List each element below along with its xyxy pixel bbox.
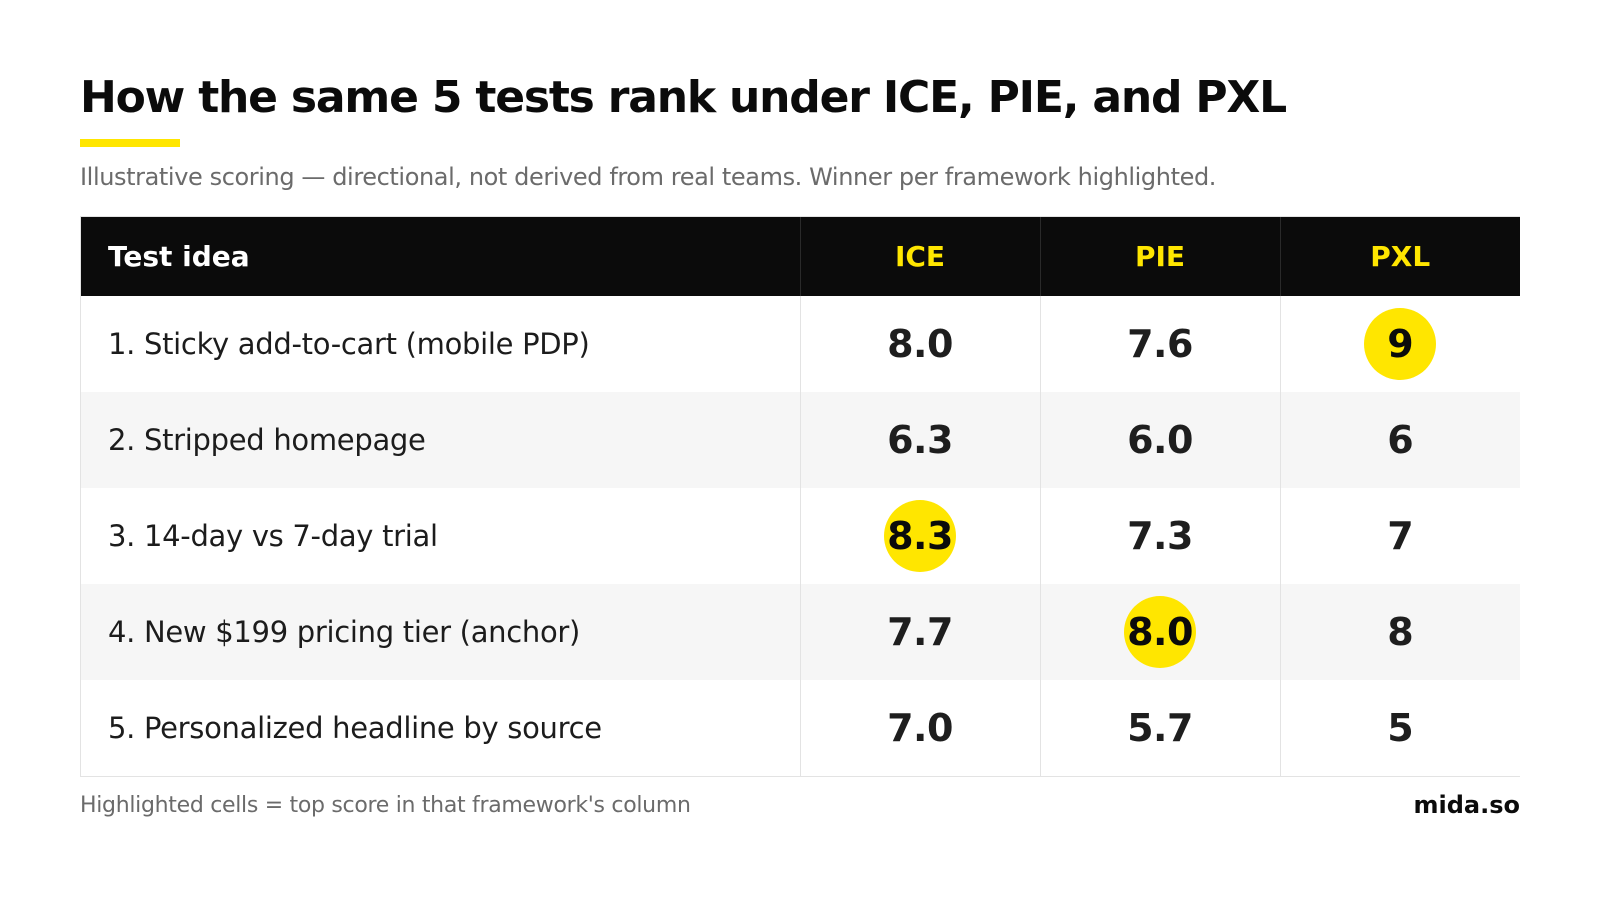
ice-score-cell: 6.3 bbox=[799, 392, 1040, 488]
test-idea-cell: 2. Stripped homepage bbox=[108, 423, 426, 457]
score-table-container: Test idea ICE PIE PXL 1. Sticky add-to-c… bbox=[80, 216, 1520, 777]
table-row: 1. Sticky add-to-cart (mobile PDP) 8.0 7.6… bbox=[81, 296, 1520, 392]
test-idea-cell: 5. Personalized headline by source bbox=[108, 711, 602, 745]
score-value: 6.0 bbox=[1127, 418, 1193, 462]
score-value: 5 bbox=[1387, 706, 1414, 750]
table-body: 1. Sticky add-to-cart (mobile PDP) 8.0 7.6… bbox=[81, 296, 1520, 776]
score-value: 5.7 bbox=[1127, 706, 1193, 750]
pxl-score-cell: 9 bbox=[1279, 296, 1520, 392]
score-value: 7.0 bbox=[887, 706, 953, 750]
footnote: Highlighted cells = top score in that fr… bbox=[80, 793, 691, 818]
column-header-pie: PIE bbox=[1039, 217, 1280, 296]
table-row: 2. Stripped homepage 6.3 6.0 6 bbox=[81, 392, 1520, 488]
table-row: 5. Personalized headline by source 7.0 5.7… bbox=[81, 680, 1520, 776]
ice-score-cell: 7.7 bbox=[799, 584, 1040, 680]
pie-score-cell: 6.0 bbox=[1039, 392, 1280, 488]
table-header-row: Test idea ICE PIE PXL bbox=[81, 217, 1520, 296]
test-idea-cell: 1. Sticky add-to-cart (mobile PDP) bbox=[108, 327, 590, 361]
top-score-highlight: 8.3 bbox=[884, 500, 956, 572]
column-header-ice: ICE bbox=[799, 217, 1040, 296]
score-table: Test idea ICE PIE PXL 1. Sticky add-to-c… bbox=[81, 217, 1520, 776]
title-accent-bar bbox=[80, 139, 180, 147]
score-value: 7.3 bbox=[1127, 514, 1193, 558]
pxl-score-cell: 6 bbox=[1279, 392, 1520, 488]
pie-score-cell: 8.0 bbox=[1039, 584, 1280, 680]
chart-subtitle: Illustrative scoring — directional, not … bbox=[80, 163, 1217, 191]
ice-score-cell: 8.3 bbox=[799, 488, 1040, 584]
top-score-highlight: 8.0 bbox=[1124, 596, 1196, 668]
test-idea-cell: 4. New $199 pricing tier (anchor) bbox=[108, 615, 581, 649]
pie-score-cell: 7.3 bbox=[1039, 488, 1280, 584]
score-value: 7.7 bbox=[887, 610, 953, 654]
pie-score-cell: 7.6 bbox=[1039, 296, 1280, 392]
brand-label: mida.so bbox=[1413, 791, 1521, 819]
score-value: 6 bbox=[1387, 418, 1414, 462]
chart-title: How the same 5 tests rank under ICE, PIE… bbox=[80, 72, 1287, 123]
ice-score-cell: 7.0 bbox=[799, 680, 1040, 776]
column-header-test-idea: Test idea bbox=[108, 240, 250, 273]
score-value: 7.6 bbox=[1127, 322, 1193, 366]
score-value: 8 bbox=[1387, 610, 1414, 654]
score-value: 7 bbox=[1387, 514, 1414, 558]
score-value: 8.0 bbox=[887, 322, 953, 366]
test-idea-cell: 3. 14-day vs 7-day trial bbox=[108, 519, 438, 553]
pxl-score-cell: 5 bbox=[1279, 680, 1520, 776]
pie-score-cell: 5.7 bbox=[1039, 680, 1280, 776]
top-score-highlight: 9 bbox=[1364, 308, 1437, 380]
table-row: 4. New $199 pricing tier (anchor) 7.7 8.0 8 bbox=[81, 584, 1520, 680]
ice-score-cell: 8.0 bbox=[799, 296, 1040, 392]
pxl-score-cell: 8 bbox=[1279, 584, 1520, 680]
pxl-score-cell: 7 bbox=[1279, 488, 1520, 584]
score-value: 6.3 bbox=[887, 418, 953, 462]
column-header-pxl: PXL bbox=[1279, 217, 1520, 296]
table-row: 3. 14-day vs 7-day trial 8.3 7.3 7 bbox=[81, 488, 1520, 584]
